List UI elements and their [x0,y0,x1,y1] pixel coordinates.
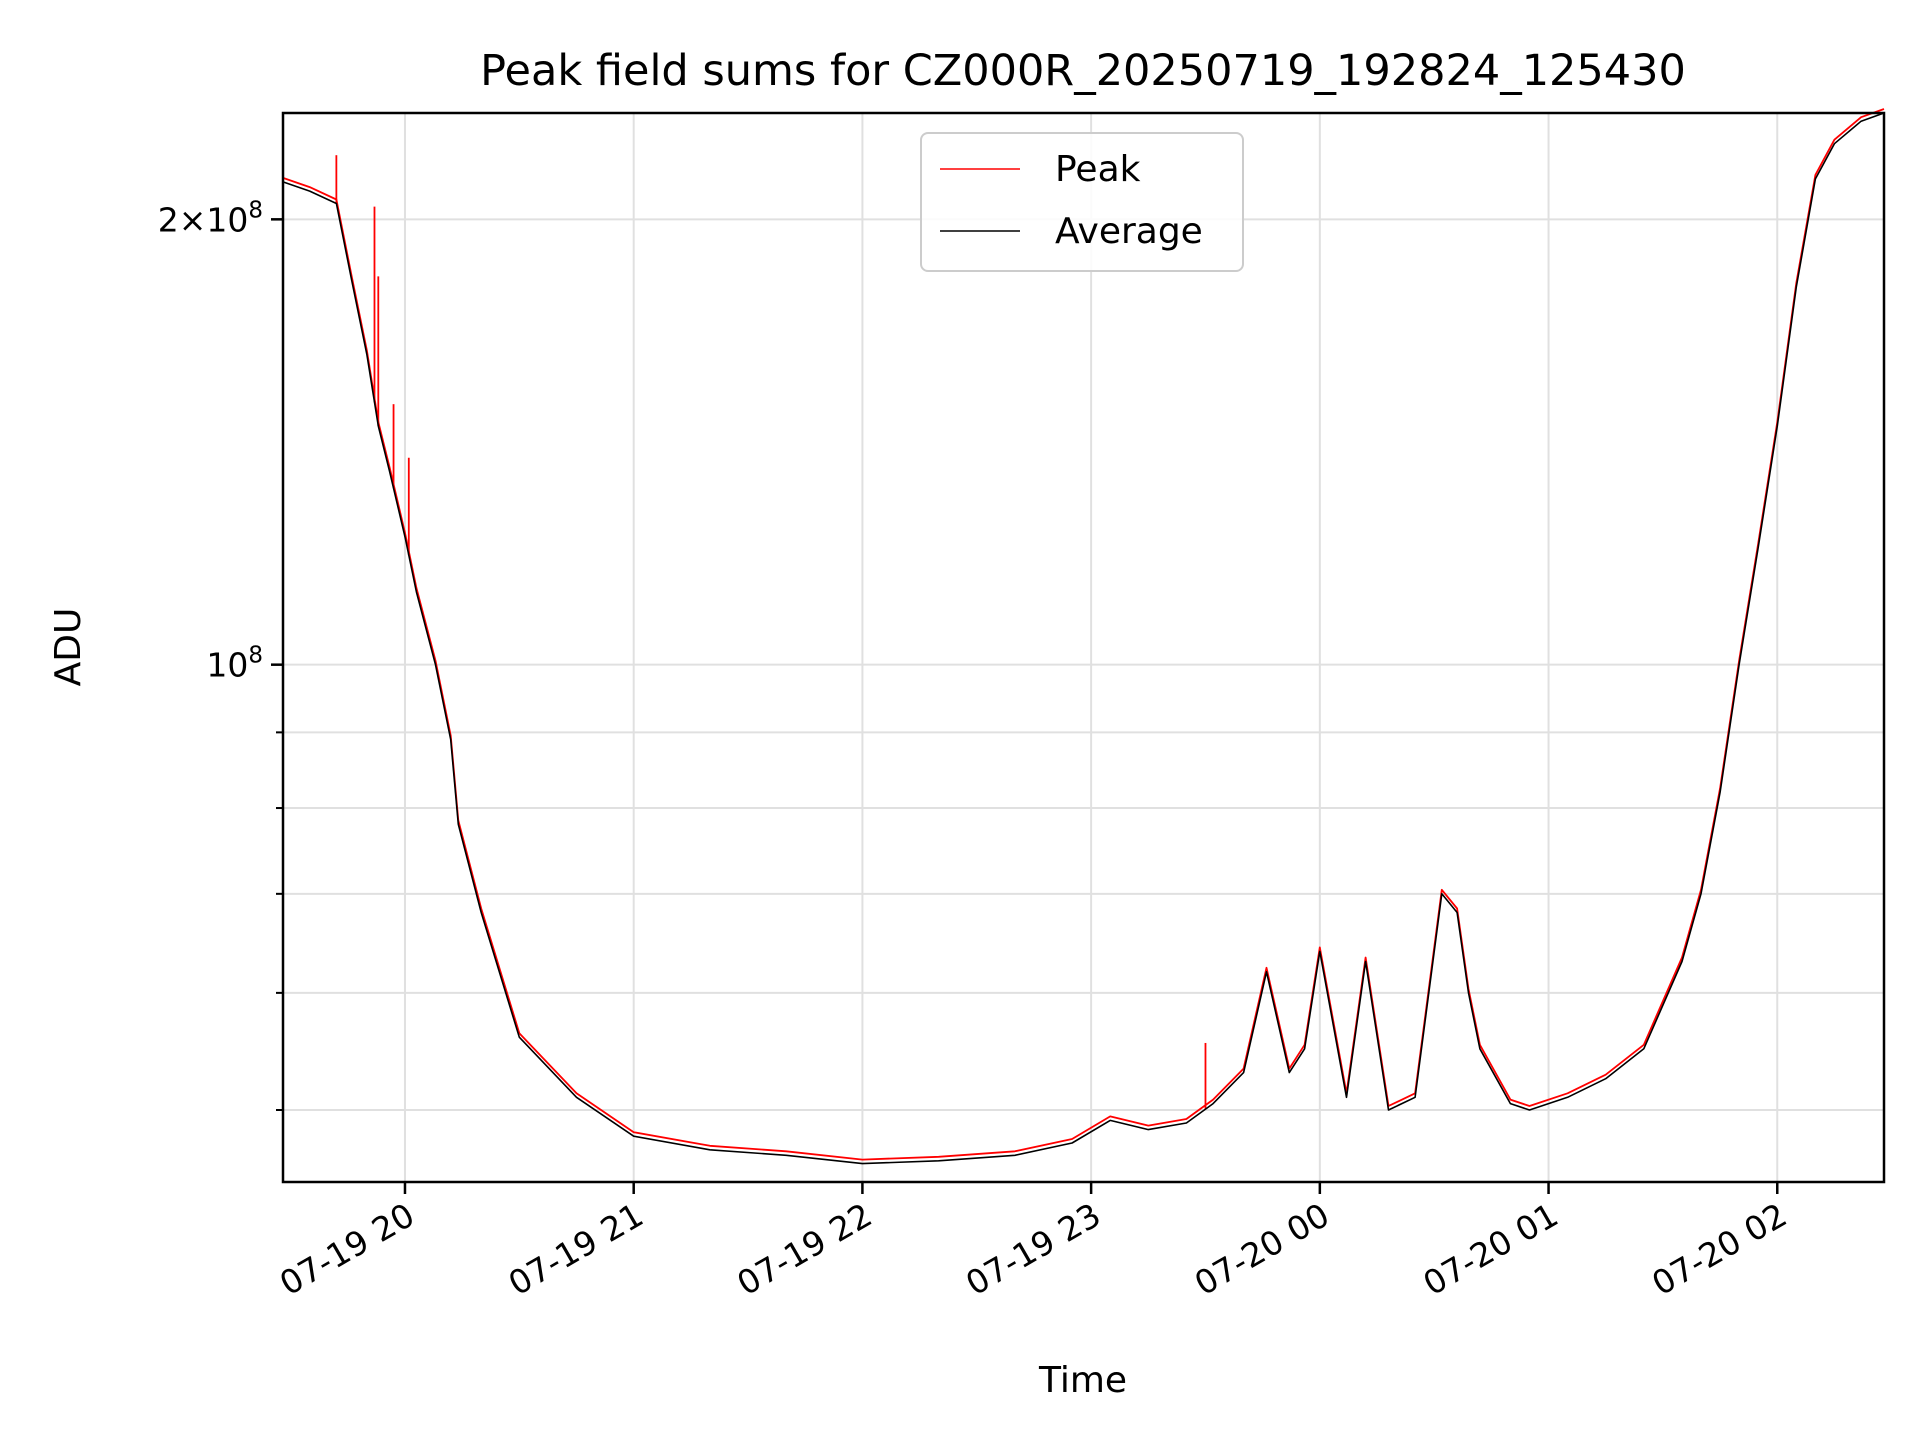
series-layer [282,108,1885,1165]
legend-box [920,132,1244,272]
legend-label-peak: Peak [1055,149,1141,190]
plot-frame [281,111,1886,1184]
legend-label-average: Average [1055,211,1203,252]
chart-title: Peak field sums for CZ000R_20250719_1928… [480,46,1686,96]
y-tick-exponent: 8 [248,197,263,223]
y-tick-label: 108 [206,643,263,685]
x-axis-label: Time [1038,1360,1127,1401]
y-tick-base: 10 [206,646,248,685]
series-line-average [282,112,1885,1165]
y-axis-label: ADU [48,608,89,687]
y-tick-exponent: 8 [248,643,263,669]
grid [283,113,1884,1182]
y-tick-label: 2×108 [158,197,263,239]
legend: Peak Average [920,132,1244,272]
y-tick-base: 2×10 [158,200,249,239]
